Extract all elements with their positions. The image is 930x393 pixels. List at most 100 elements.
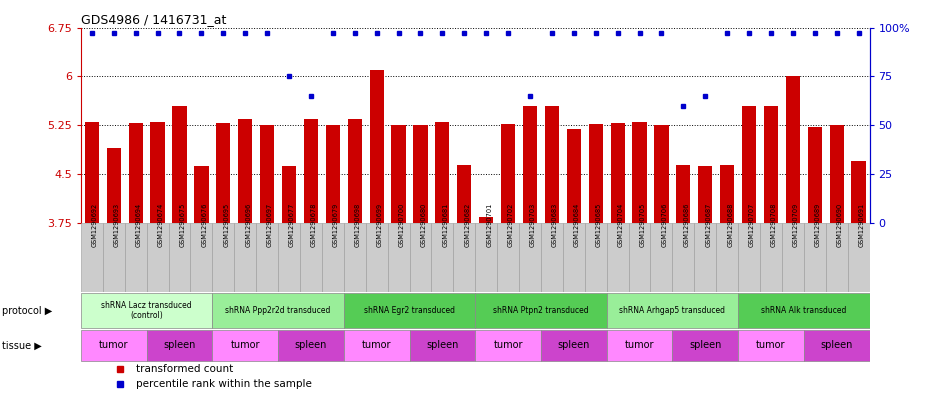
Bar [720, 165, 735, 223]
Text: shRNA Lacz transduced
(control): shRNA Lacz transduced (control) [101, 301, 192, 320]
Bar [300, 223, 322, 292]
Text: GSM1290685: GSM1290685 [596, 203, 602, 248]
Bar [782, 223, 804, 292]
Text: GSM1290675: GSM1290675 [179, 203, 185, 248]
Bar [847, 223, 870, 292]
Text: protocol ▶: protocol ▶ [2, 306, 52, 316]
Text: shRNA Egr2 transduced: shRNA Egr2 transduced [364, 306, 455, 315]
Bar [369, 70, 384, 223]
Text: GSM1290686: GSM1290686 [684, 203, 689, 248]
Bar [458, 165, 472, 223]
Bar [212, 223, 234, 292]
Bar [830, 125, 844, 223]
Text: GSM1290690: GSM1290690 [837, 203, 843, 248]
Bar [392, 125, 405, 223]
Bar [742, 106, 756, 223]
Text: GSM1290692: GSM1290692 [92, 203, 98, 248]
Bar [826, 223, 847, 292]
Bar [409, 330, 475, 361]
Bar [168, 223, 191, 292]
Text: tumor: tumor [231, 340, 260, 351]
Text: GSM1290696: GSM1290696 [246, 203, 251, 248]
Bar [610, 123, 625, 223]
Bar [498, 223, 519, 292]
Bar [629, 223, 650, 292]
Text: GSM1290681: GSM1290681 [443, 203, 448, 248]
Bar [344, 223, 365, 292]
Bar [566, 129, 581, 223]
Text: GSM1290680: GSM1290680 [420, 203, 427, 248]
Bar [852, 161, 866, 223]
Bar [672, 330, 738, 361]
Bar [606, 293, 738, 328]
Text: GSM1290687: GSM1290687 [705, 203, 711, 248]
Bar [212, 293, 344, 328]
Bar [655, 125, 669, 223]
Text: spleen: spleen [426, 340, 458, 351]
Text: GSM1290683: GSM1290683 [551, 203, 558, 248]
Bar [475, 223, 498, 292]
Bar [413, 125, 428, 223]
Text: tumor: tumor [756, 340, 786, 351]
Text: spleen: spleen [295, 340, 327, 351]
Text: GSM1290707: GSM1290707 [749, 203, 755, 248]
Bar [435, 122, 449, 223]
Text: GSM1290677: GSM1290677 [289, 203, 295, 248]
Bar [151, 122, 165, 223]
Text: GSM1290706: GSM1290706 [661, 203, 668, 248]
Text: GSM1290705: GSM1290705 [640, 203, 645, 248]
Text: GSM1290709: GSM1290709 [793, 203, 799, 248]
Text: GSM1290702: GSM1290702 [508, 203, 514, 248]
Bar [128, 123, 143, 223]
Text: shRNA Arhgap5 transduced: shRNA Arhgap5 transduced [619, 306, 725, 315]
Bar [695, 223, 716, 292]
Bar [234, 223, 256, 292]
Text: GSM1290684: GSM1290684 [574, 203, 579, 248]
Bar [304, 119, 318, 223]
Bar [278, 330, 344, 361]
Bar [632, 122, 646, 223]
Bar [606, 223, 629, 292]
Text: GSM1290682: GSM1290682 [464, 203, 471, 248]
Text: shRNA Ppp2r2d transduced: shRNA Ppp2r2d transduced [225, 306, 331, 315]
Text: percentile rank within the sample: percentile rank within the sample [136, 379, 312, 389]
Bar [563, 223, 585, 292]
Bar [388, 223, 409, 292]
Text: tissue ▶: tissue ▶ [2, 340, 42, 351]
Bar [147, 223, 168, 292]
Bar [348, 119, 362, 223]
Bar [81, 293, 212, 328]
Bar [716, 223, 738, 292]
Text: GSM1290693: GSM1290693 [113, 203, 120, 247]
Text: spleen: spleen [820, 340, 853, 351]
Bar [475, 293, 606, 328]
Bar [523, 106, 538, 223]
Text: GSM1290689: GSM1290689 [815, 203, 821, 248]
Text: GSM1290691: GSM1290691 [858, 203, 865, 247]
Text: GSM1290688: GSM1290688 [727, 203, 733, 248]
Text: tumor: tumor [493, 340, 523, 351]
Text: tumor: tumor [99, 340, 128, 351]
Text: GSM1290674: GSM1290674 [157, 203, 164, 248]
Bar [541, 330, 606, 361]
Bar [282, 167, 296, 223]
Bar [326, 125, 340, 223]
Bar [738, 223, 760, 292]
Bar [172, 106, 187, 223]
Bar [453, 223, 475, 292]
Text: GSM1290704: GSM1290704 [618, 203, 624, 248]
Text: shRNA Alk transduced: shRNA Alk transduced [761, 306, 846, 315]
Bar [365, 223, 388, 292]
Bar [216, 123, 231, 223]
Bar [81, 330, 147, 361]
Bar [212, 330, 278, 361]
Text: GSM1290700: GSM1290700 [399, 203, 405, 248]
Bar [409, 223, 432, 292]
Bar [738, 293, 870, 328]
Bar [760, 223, 782, 292]
Text: spleen: spleen [164, 340, 195, 351]
Bar [519, 223, 541, 292]
Text: GSM1290679: GSM1290679 [333, 203, 339, 248]
Text: transformed count: transformed count [136, 364, 233, 374]
Bar [238, 119, 252, 223]
